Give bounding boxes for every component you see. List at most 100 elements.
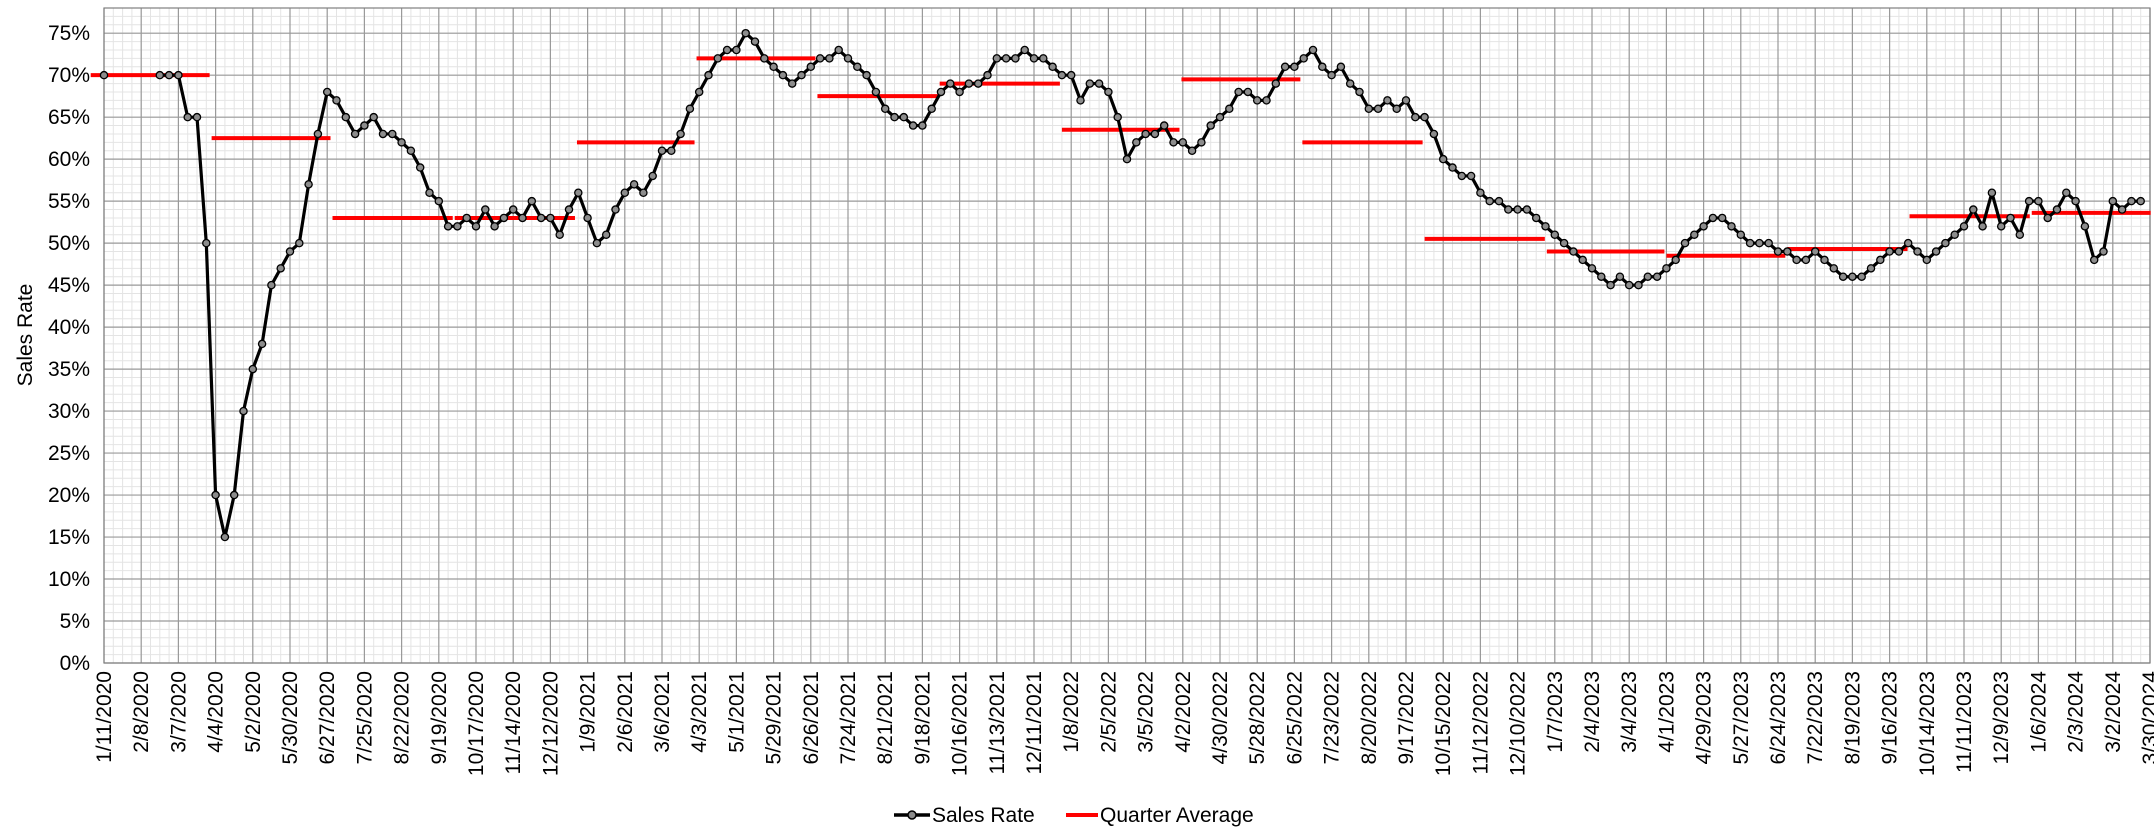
- sales-rate-point: [555, 230, 564, 239]
- sales-rate-point: [1820, 255, 1829, 265]
- sales-rate-point: [918, 121, 927, 130]
- sales-rate-point: [1922, 255, 1932, 265]
- sales-rate-point: [760, 54, 769, 63]
- sales-rate-point: [815, 54, 825, 63]
- sales-rate-point: [1606, 280, 1615, 290]
- sales-rate-point: [1578, 255, 1587, 265]
- y-tick-label: 5%: [60, 610, 90, 633]
- sales-rate-point: [2034, 196, 2043, 206]
- sales-rate-point: [1801, 255, 1811, 265]
- sales-rate-point: [1504, 205, 1513, 214]
- y-tick-label: 40%: [48, 316, 90, 339]
- x-tick-label: 12/10/2022: [1507, 671, 1530, 776]
- sales-rate-point: [964, 79, 974, 88]
- sales-rate-point: [806, 62, 816, 72]
- sales-rate-point: [1141, 129, 1150, 139]
- x-tick-label: 11/14/2020: [502, 671, 525, 775]
- y-axis-title: Sales Rate: [14, 284, 37, 387]
- x-tick-label: 9/19/2020: [428, 671, 451, 764]
- x-tick-label: 8/19/2023: [1841, 671, 1864, 764]
- x-tick-label: 3/30/2024: [2139, 671, 2154, 765]
- sales-rate-point: [248, 364, 258, 374]
- sales-rate-point: [406, 146, 416, 156]
- sales-rate-point: [295, 238, 304, 248]
- sales-rate-point: [639, 188, 648, 197]
- sales-rate-point: [1132, 138, 1141, 147]
- sales-rate-point: [722, 45, 732, 55]
- sales-rate-point: [825, 54, 834, 63]
- x-tick-label: 6/24/2023: [1767, 671, 1790, 764]
- sales-rate-point: [564, 205, 574, 214]
- sales-rate-point: [629, 180, 639, 189]
- x-tick-label: 11/11/2023: [1953, 671, 1976, 773]
- sales-rate-point: [713, 54, 723, 63]
- sales-rate-point: [1225, 104, 1234, 114]
- x-tick-label: 10/16/2021: [949, 671, 972, 776]
- sales-rate-point: [2062, 188, 2071, 197]
- major-gridlines: [103, 8, 2151, 664]
- sales-rate-point: [257, 339, 267, 349]
- x-tick-label: 2/3/2024: [2065, 671, 2088, 753]
- x-tick-label: 6/27/2020: [316, 671, 339, 764]
- sales-rate-point: [1569, 247, 1578, 256]
- sales-rate-point: [648, 171, 657, 181]
- sales-rate-point: [834, 45, 843, 55]
- y-tick-label: 10%: [48, 568, 90, 591]
- sales-rate-point: [415, 163, 425, 172]
- sales-rate-point: [1810, 247, 1820, 256]
- y-tick-label: 35%: [48, 358, 90, 381]
- sales-rate-point: [220, 532, 230, 542]
- x-tick-label: 3/7/2020: [167, 671, 190, 753]
- sales-rate-point: [1541, 222, 1550, 231]
- sales-rate-point: [1122, 154, 1132, 164]
- sales-rate-point: [183, 112, 192, 122]
- sales-rate-point: [1885, 247, 1894, 256]
- x-tick-label: 4/29/2023: [1693, 671, 1716, 764]
- sales-rate-point: [388, 129, 397, 139]
- x-tick-label: 7/22/2023: [1804, 671, 1827, 764]
- sales-rate-point: [1048, 62, 1057, 72]
- sales-rate-point: [890, 112, 899, 122]
- sales-rate-point: [1736, 230, 1746, 239]
- sales-rate-point: [1011, 54, 1020, 63]
- sales-rate-point: [936, 87, 946, 97]
- sales-rate-point: [1420, 112, 1429, 122]
- sales-rate-point: [1159, 121, 1169, 130]
- sales-rate-point: [1755, 238, 1764, 248]
- x-tick-label: 2/8/2020: [130, 671, 153, 753]
- sales-rate-point: [1531, 213, 1541, 223]
- sales-rate-point: [787, 79, 797, 88]
- sales-rate-point: [360, 121, 369, 130]
- sales-rate-point: [862, 70, 871, 80]
- x-tick-label: 5/28/2022: [1246, 671, 1269, 764]
- sales-rate-point: [1336, 62, 1346, 72]
- legend-quarter-average-label: Quarter Average: [1100, 804, 1254, 827]
- sales-rate-point: [797, 70, 806, 80]
- y-tick-label: 30%: [48, 400, 90, 423]
- sales-rate-point: [1243, 87, 1253, 97]
- sales-rate-point: [2117, 205, 2127, 214]
- x-tick-label: 12/11/2021: [1023, 671, 1046, 775]
- sales-rate-point: [1178, 138, 1188, 147]
- sales-rate-point: [657, 146, 667, 156]
- sales-rate-point: [908, 121, 918, 130]
- y-tick-label: 55%: [48, 190, 90, 213]
- sales-rate-point: [304, 180, 313, 189]
- sales-rate-point: [369, 112, 378, 122]
- y-tick-label: 60%: [48, 148, 90, 171]
- sales-rate-point: [1150, 129, 1160, 139]
- sales-rate-point: [1783, 247, 1792, 256]
- sales-rate-point: [1792, 255, 1801, 265]
- x-tick-label: 12/9/2023: [1990, 671, 2013, 764]
- sales-rate-point: [592, 238, 602, 248]
- x-tick-label: 4/3/2021: [688, 671, 711, 753]
- sales-rate-point: [685, 104, 695, 114]
- sales-rate-point: [155, 70, 165, 80]
- x-axis-tick-labels: 1/11/2020 2/8/2020 3/7/2020 4/4/2020 5/2/202…: [93, 671, 2154, 776]
- sales-rate-point: [1513, 205, 1522, 214]
- x-tick-label: 6/25/2022: [1283, 671, 1306, 764]
- sales-rate-point: [1587, 264, 1597, 273]
- sales-rate-point: [704, 70, 713, 80]
- sales-rate-point: [425, 188, 434, 197]
- sales-rate-point: [946, 79, 955, 88]
